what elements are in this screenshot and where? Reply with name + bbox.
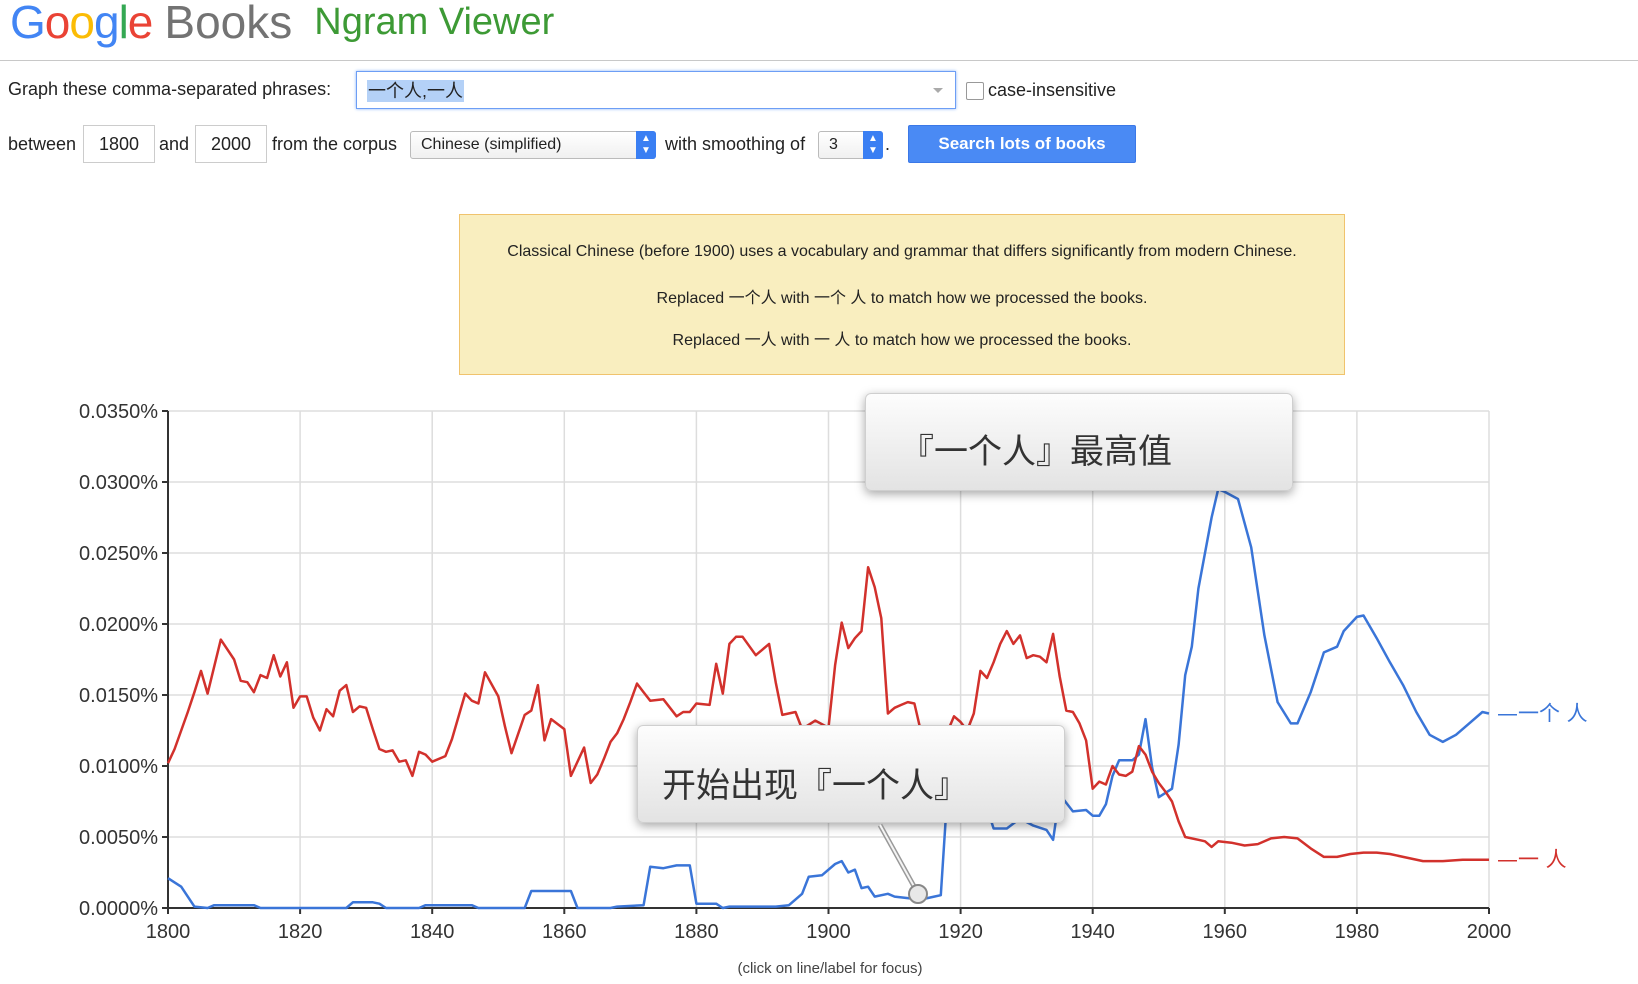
search-button[interactable]: Search lots of books [908,125,1136,163]
google-letter: G [10,0,46,48]
select-spinner-icon: ▲ ▼ [863,131,883,159]
x-tick-label: 1820 [278,921,323,943]
and-label: and [159,134,190,154]
y-tick-label: 0.0350% [79,401,158,423]
header-divider [0,60,1638,61]
peak-callout-text: 『一个人』最高值 [900,432,1172,472]
y-tick-label: 0.0200% [79,614,158,636]
between-label: between [8,134,77,154]
ngram-viewer-title: Ngram Viewer [314,1,555,43]
corpus-select-value: Chinese (simplified) [421,136,562,153]
google-letter: o [69,0,95,48]
google-wordmark: Google [10,0,153,45]
x-tick-label: 1800 [146,921,191,943]
google-books-logo[interactable]: Google Books Ngram Viewer [10,0,554,48]
smoothing-period: . [885,134,891,154]
start-callout: 开始出现『一个人』 [637,725,1065,823]
notice-line-2: Replaced 一个人 with 一个 人 to match how we p… [656,290,1148,307]
notice-line-3: Replaced 一人 with 一 人 to match how we pro… [672,332,1132,349]
x-tick-label: 1840 [410,921,455,943]
google-letter: g [93,0,120,48]
y-tick-label: 0.0300% [79,472,158,494]
y-tick-label: 0.0150% [79,685,158,707]
y-tick-label: 0.0100% [79,756,158,778]
peak-callout: 『一个人』最高值 [865,393,1293,491]
corpus-label: from the corpus [272,134,398,154]
chevron-down-icon[interactable] [933,88,943,93]
phrases-label: Graph these comma-separated phrases: [8,79,332,99]
end-year-input[interactable]: 2000 [195,125,267,163]
x-tick-label: 1920 [938,921,983,943]
select-spinner-icon: ▲ ▼ [636,131,656,159]
corpus-select[interactable]: Chinese (simplified) ▲ ▼ [410,131,656,159]
case-insensitive-label[interactable]: case-insensitive [988,80,1117,100]
x-tick-label: 1900 [806,921,851,943]
start-callout-text: 开始出现『一个人』 [662,766,968,806]
chart-footer-hint: (click on line/label for focus) [737,960,923,977]
smoothing-select[interactable]: 3 ▲ ▼ [818,131,883,159]
y-tick-label: 0.0250% [79,543,158,565]
series-label-1[interactable]: —一个 人 [1497,701,1588,725]
x-tick-label: 1860 [542,921,587,943]
case-insensitive-checkbox[interactable] [966,82,984,100]
phrases-input-value[interactable]: 一个人,一人 [367,80,465,102]
series-label-2[interactable]: —一 人 [1497,848,1567,872]
smoothing-label: with smoothing of [665,134,806,154]
x-tick-label: 2000 [1467,921,1512,943]
x-tick-label: 1880 [674,921,719,943]
google-letter: e [127,0,154,48]
x-tick-label: 1960 [1203,921,1248,943]
smoothing-select-value: 3 [829,136,838,153]
start-year-input[interactable]: 1800 [83,125,155,163]
series-line-2[interactable] [166,565,1489,863]
x-tick-label: 1980 [1335,921,1380,943]
google-letter: o [44,0,71,48]
x-tick-label: 1940 [1070,921,1115,943]
notice-box: Classical Chinese (before 1900) uses a v… [459,214,1345,375]
books-wordmark: Books [164,0,293,48]
y-tick-label: 0.0000% [79,898,158,920]
google-letter: l [118,0,129,48]
y-tick-label: 0.0050% [79,827,158,849]
phrases-input[interactable]: 一个人,一人 [356,71,956,109]
notice-line-1: Classical Chinese (before 1900) uses a v… [507,243,1297,260]
